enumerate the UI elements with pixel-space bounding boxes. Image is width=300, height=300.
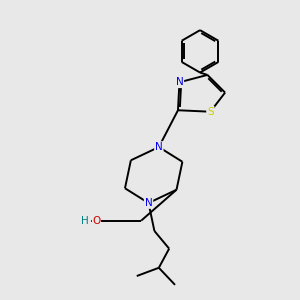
Text: H: H (81, 216, 88, 226)
Text: O: O (92, 216, 101, 226)
Text: N: N (155, 142, 163, 152)
Text: N: N (176, 77, 183, 87)
Text: S: S (207, 107, 214, 117)
Text: N: N (145, 198, 152, 208)
